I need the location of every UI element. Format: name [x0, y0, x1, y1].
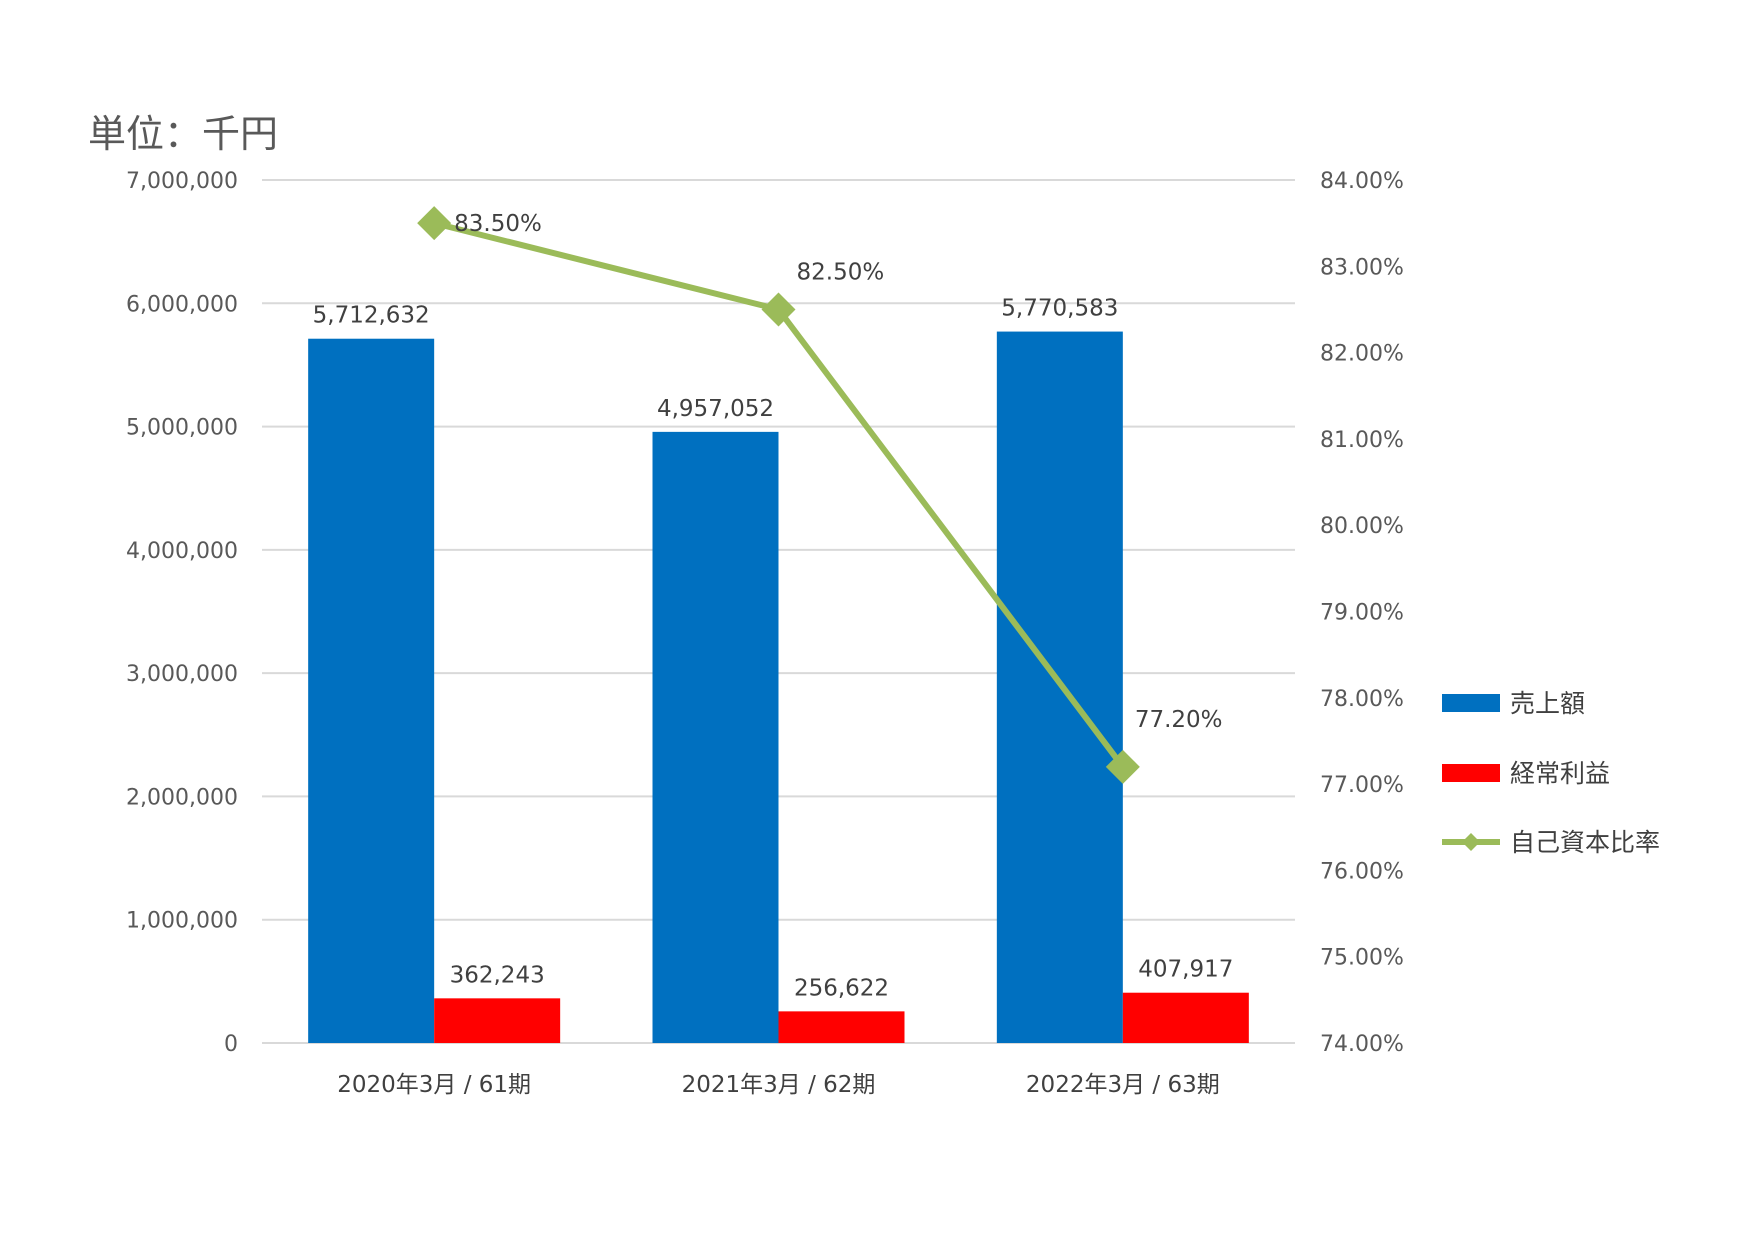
- left-tick-label: 5,000,000: [126, 416, 238, 441]
- ratio-marker: [761, 292, 796, 327]
- right-tick-label: 84.00%: [1320, 169, 1404, 194]
- left-tick-label: 6,000,000: [126, 292, 238, 317]
- right-tick-label: 83.00%: [1320, 255, 1404, 280]
- left-tick-label: 4,000,000: [126, 539, 238, 564]
- category-label: 2022年3月 / 63期: [1026, 1072, 1220, 1098]
- ratio-data-label: 82.50%: [797, 259, 885, 285]
- ratio-marker: [417, 206, 452, 241]
- legend-swatch-ratio-marker: [1462, 833, 1480, 851]
- legend-label: 経常利益: [1510, 759, 1610, 788]
- profit-bar: [778, 1011, 905, 1043]
- legend-label: 自己資本比率: [1510, 828, 1660, 857]
- left-axis-ticks: 0 1,000,000 2,000,000 3,000,000 4,000,000 5,0…: [126, 169, 238, 1057]
- legend-swatch-profit: [1442, 764, 1500, 782]
- ratio-marker: [1105, 749, 1140, 784]
- legend-swatch-sales: [1442, 694, 1500, 712]
- profit-data-label: 407,917: [1138, 957, 1233, 983]
- profit-data-label: 256,622: [794, 975, 889, 1001]
- sales-data-label: 4,957,052: [657, 396, 774, 422]
- sales-bar: [308, 338, 435, 1043]
- category-label: 2021年3月 / 62期: [682, 1072, 876, 1098]
- right-tick-label: 74.00%: [1320, 1032, 1404, 1057]
- right-tick-label: 77.00%: [1320, 773, 1404, 798]
- left-tick-label: 7,000,000: [126, 169, 238, 194]
- ratio-data-label: 83.50%: [454, 211, 542, 237]
- bars: [308, 331, 1249, 1043]
- sales-data-label: 5,770,583: [1001, 296, 1118, 322]
- right-tick-label: 82.00%: [1320, 342, 1404, 367]
- data-labels: 5,712,632 362,243 4,957,052 256,622 5,770,58…: [313, 211, 1234, 1001]
- ratio-line: [417, 206, 1140, 784]
- right-tick-label: 76.00%: [1320, 859, 1404, 884]
- category-label: 2020年3月 / 61期: [337, 1072, 531, 1098]
- right-tick-label: 79.00%: [1320, 601, 1404, 626]
- left-tick-label: 3,000,000: [126, 662, 238, 687]
- right-tick-label: 81.00%: [1320, 428, 1404, 453]
- profit-data-label: 362,243: [450, 962, 545, 988]
- profit-bar: [1122, 992, 1249, 1043]
- right-axis-ticks: 74.00% 75.00% 76.00% 77.00% 78.00% 79.00% 80.0…: [1320, 169, 1404, 1057]
- profit-bar: [434, 998, 561, 1043]
- left-tick-label: 1,000,000: [126, 909, 238, 934]
- right-tick-label: 78.00%: [1320, 687, 1404, 712]
- legend-label: 売上額: [1510, 689, 1585, 718]
- sales-data-label: 5,712,632: [313, 303, 430, 329]
- category-labels: 2020年3月 / 61期 2021年3月 / 62期 2022年3月 / 63期: [337, 1072, 1219, 1098]
- right-tick-label: 80.00%: [1320, 514, 1404, 539]
- ratio-data-label: 77.20%: [1135, 707, 1223, 733]
- left-tick-label: 0: [224, 1032, 238, 1057]
- left-tick-label: 2,000,000: [126, 785, 238, 810]
- unit-label: 単位：千円: [88, 112, 278, 156]
- sales-bar: [652, 431, 779, 1043]
- right-tick-label: 75.00%: [1320, 946, 1404, 971]
